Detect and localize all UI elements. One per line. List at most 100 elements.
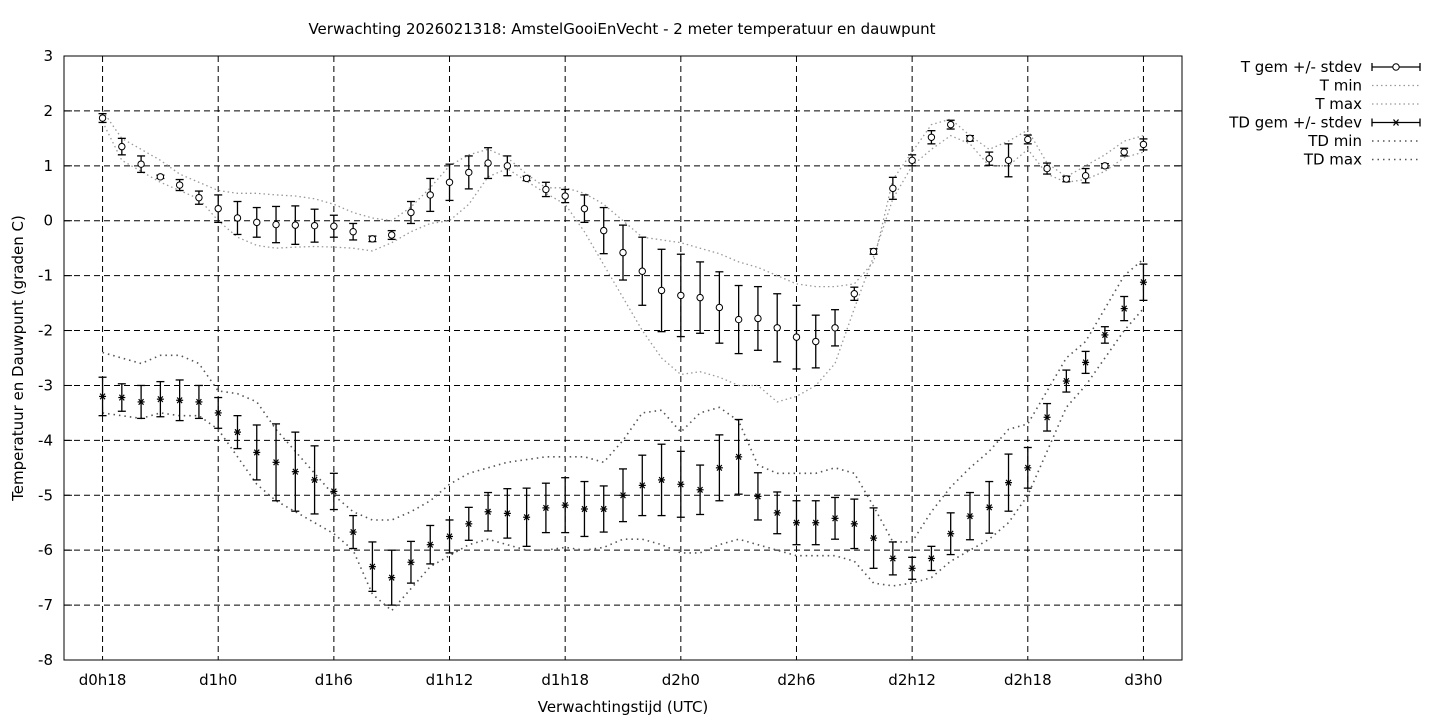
y-tick-label: 2 — [43, 102, 53, 120]
t-data-point — [503, 155, 512, 177]
asterisk-marker — [273, 459, 279, 466]
asterisk-marker — [427, 541, 434, 548]
td-data-point — [734, 418, 743, 495]
td-data-point — [406, 540, 415, 584]
circle-marker — [503, 162, 512, 170]
td-data-point — [1062, 369, 1071, 393]
t-data-point — [464, 155, 473, 190]
circle-marker — [580, 204, 589, 213]
t-data-point — [965, 134, 974, 143]
t-data-point — [561, 188, 570, 204]
x-tick-label: d1h0 — [199, 671, 237, 689]
y-tick-label: -2 — [38, 322, 53, 340]
x-tick-label: d2h12 — [888, 671, 936, 689]
td-data-point — [1081, 350, 1090, 375]
asterisk-marker — [1063, 377, 1070, 385]
circle-marker — [638, 267, 646, 275]
asterisk-marker — [793, 519, 800, 526]
t-data-point — [233, 200, 242, 236]
td-data-point — [1004, 453, 1013, 512]
y-tick-label: -4 — [38, 431, 53, 449]
y-tick-label: 0 — [43, 212, 53, 230]
circle-marker — [696, 293, 704, 302]
td-data-point — [773, 491, 782, 535]
circle-marker — [908, 156, 916, 165]
t-data-point — [368, 235, 377, 243]
circle-marker — [214, 204, 222, 213]
circle-marker — [349, 228, 357, 236]
x-tick-label: d0h18 — [79, 671, 127, 689]
circle-marker — [927, 133, 936, 141]
asterisk-marker — [986, 504, 993, 511]
t-data-point — [1004, 143, 1013, 178]
td-data-point — [580, 480, 589, 538]
td-data-point — [1100, 326, 1109, 344]
asterisk-marker — [388, 574, 395, 581]
legend-label: TD gem +/- stdev — [1228, 114, 1362, 132]
asterisk-marker — [1082, 359, 1089, 366]
td-data-point — [657, 443, 666, 517]
chart-title: Verwachting 2026021318: AmstelGooiEnVech… — [308, 20, 935, 38]
circle-marker — [387, 231, 396, 239]
circle-marker — [291, 221, 300, 229]
circle-marker — [542, 185, 550, 194]
circle-marker — [600, 226, 608, 235]
circle-marker — [657, 286, 666, 295]
x-tick-label: d2h18 — [1004, 671, 1052, 689]
td-data-point — [387, 549, 396, 606]
t-data-point — [426, 177, 435, 213]
circle-marker — [734, 315, 743, 324]
td-data-point — [156, 380, 165, 418]
asterisk-marker — [1101, 331, 1108, 339]
t-data-point — [445, 163, 454, 202]
circle-marker — [195, 193, 203, 202]
t-data-point — [387, 229, 396, 241]
t-data-point — [1043, 162, 1052, 175]
y-tick-label: -8 — [38, 651, 53, 669]
t-data-point — [927, 130, 936, 145]
t-data-point — [753, 285, 762, 351]
circle-marker — [792, 333, 801, 341]
t-data-point — [522, 174, 531, 183]
y-tick-label: 1 — [43, 157, 53, 175]
asterisk-marker — [967, 512, 973, 520]
td-data-point — [214, 396, 223, 429]
asterisk-marker — [369, 563, 376, 570]
t-data-point — [406, 200, 415, 225]
asterisk-marker — [485, 508, 491, 515]
circle-marker — [272, 220, 280, 229]
circle-marker — [985, 154, 993, 163]
t-data-point — [1139, 138, 1148, 151]
circle-marker — [715, 303, 724, 312]
asterisk-marker — [928, 555, 935, 562]
td-data-point — [137, 384, 146, 420]
td-data-point — [329, 472, 338, 511]
x-tick-labels: d0h18 d1h0 d1h6 d1h12 d1h18 d2h0 d2h6 d2h12 d2h1… — [79, 671, 1163, 689]
td-data-point — [888, 541, 897, 576]
legend-asterisk-marker — [1393, 119, 1399, 126]
td-data-point — [715, 434, 724, 502]
circle-marker — [561, 192, 569, 200]
legend-entry: TD gem +/- stdev — [1228, 114, 1421, 132]
t-data-point — [252, 206, 261, 238]
asterisk-marker — [581, 505, 588, 513]
circle-marker — [118, 142, 126, 151]
circle-marker — [253, 218, 261, 227]
legend-label: TD max — [1303, 151, 1362, 169]
t-data-point — [657, 248, 666, 333]
circle-marker — [966, 134, 974, 143]
t-data-point — [580, 194, 589, 224]
t-data-point — [1120, 147, 1129, 157]
legend-entry: TD min — [1307, 132, 1420, 150]
circle-marker — [754, 314, 762, 323]
td-data-point — [252, 424, 261, 481]
asterisk-marker — [851, 520, 858, 528]
asterisk-marker — [755, 493, 761, 500]
t-data-point — [792, 304, 801, 370]
td-data-point — [368, 541, 377, 593]
x-tick-label: d2h6 — [777, 671, 815, 689]
asterisk-marker — [215, 409, 222, 417]
td-data-point — [1043, 402, 1052, 432]
t-data-point — [329, 214, 338, 238]
td-data-point — [619, 468, 627, 523]
